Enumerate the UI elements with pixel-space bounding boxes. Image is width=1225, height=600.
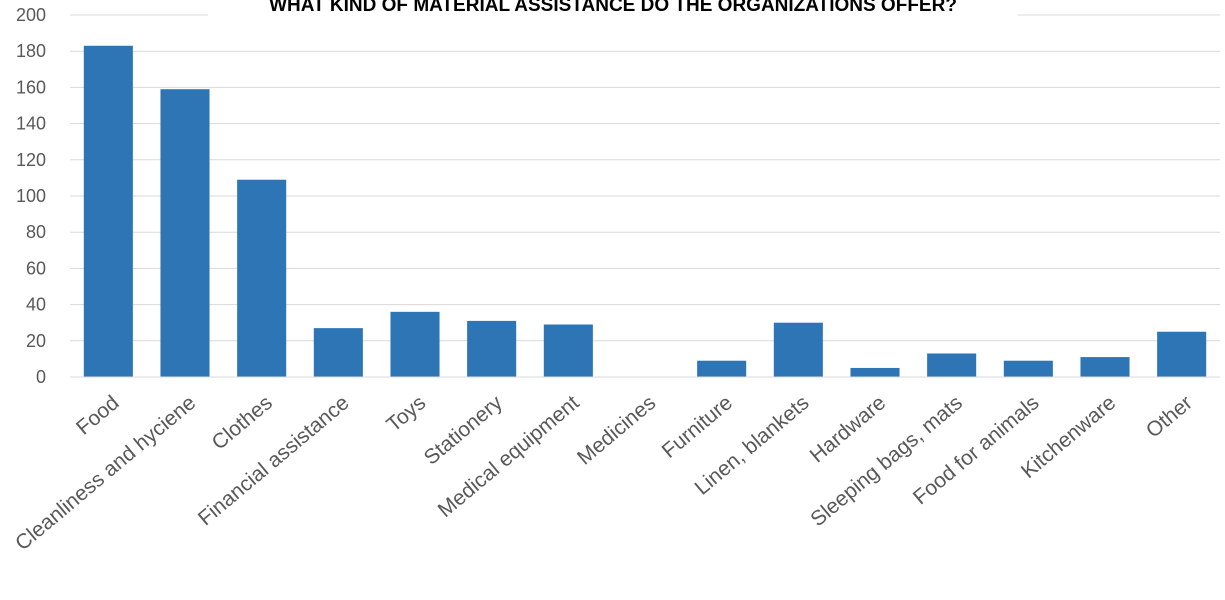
bar <box>697 360 747 377</box>
y-tick-label: 100 <box>16 186 46 206</box>
x-tick-label: Clothes <box>208 391 277 454</box>
bar <box>927 353 977 377</box>
y-tick-label: 160 <box>16 77 46 97</box>
x-tick-label: Medical equipment <box>434 391 584 522</box>
bar <box>160 89 210 378</box>
chart-title: WHAT KIND OF MATERIAL ASSISTANCE DO THE … <box>208 0 1018 20</box>
bar <box>850 367 900 377</box>
bar <box>773 322 823 377</box>
y-tick-label: 140 <box>16 114 46 134</box>
x-tick-label: Other <box>1142 391 1197 442</box>
x-tick-label: Medicines <box>573 391 660 469</box>
y-tick-label: 20 <box>26 331 46 351</box>
x-tick-label: Financial assistance <box>194 391 354 530</box>
bar <box>83 45 133 378</box>
x-tick-label: Food <box>72 391 123 439</box>
bar <box>313 328 363 377</box>
y-tick-label: 40 <box>26 295 46 315</box>
bar <box>1080 357 1130 377</box>
x-tick-label: Sleeping bags, mats <box>806 391 967 531</box>
y-tick-label: 0 <box>36 367 46 387</box>
y-tick-label: 120 <box>16 150 46 170</box>
y-tick-label: 80 <box>26 222 46 242</box>
x-tick-label: Food for animals <box>909 391 1044 509</box>
y-tick-label: 60 <box>26 258 46 278</box>
bar <box>543 324 593 377</box>
bar <box>1003 360 1053 377</box>
x-tick-label: Toys <box>382 391 430 436</box>
bar <box>390 311 440 377</box>
bar <box>237 179 287 377</box>
bar <box>1157 331 1207 377</box>
y-tick-label: 180 <box>16 41 46 61</box>
y-tick-label: 200 <box>16 5 46 25</box>
bar <box>467 320 517 377</box>
